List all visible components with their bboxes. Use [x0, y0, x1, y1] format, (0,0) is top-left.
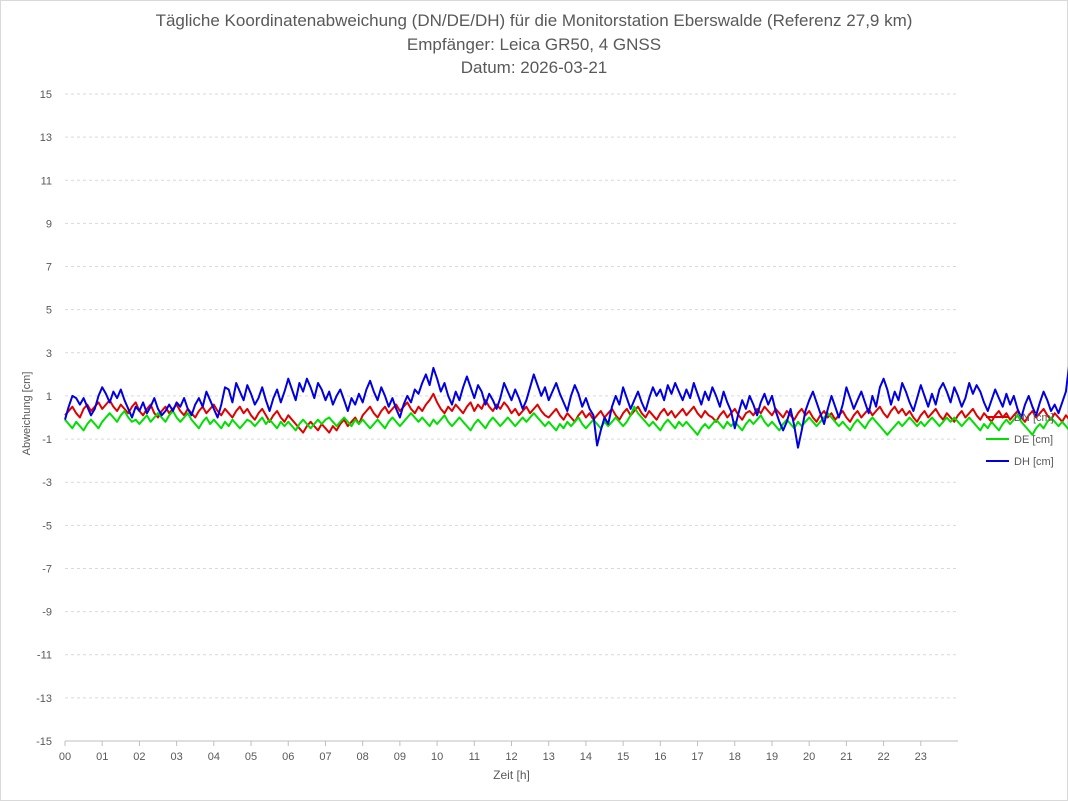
y-tick-label: 11	[41, 175, 52, 187]
x-axis-label: Zeit [h]	[493, 768, 530, 782]
x-tick-label: 02	[133, 751, 145, 763]
x-tick-label: 19	[766, 751, 778, 763]
x-tick-label: 08	[357, 751, 369, 763]
series-line-dn	[64, 392, 1068, 434]
legend-label: DE [cm]	[1014, 434, 1053, 446]
x-tick-label: 20	[803, 751, 815, 763]
chart-subtitle-receiver: Empfänger: Leica GR50, 4 GNSS	[406, 35, 662, 54]
y-tick-label: 13	[40, 132, 52, 144]
y-tick-label: -11	[37, 650, 52, 662]
legend-label: DN [cm]	[1014, 412, 1054, 424]
x-tick-label: 06	[282, 751, 294, 763]
y-tick-label: 9	[46, 218, 52, 230]
y-tick-label: 1	[46, 391, 52, 403]
x-tick-label: 12	[505, 751, 517, 763]
legend-label: DH [cm]	[1014, 456, 1054, 468]
x-tick-label: 15	[617, 751, 629, 763]
x-tick-label: 03	[171, 751, 183, 763]
x-tick-label: 09	[394, 751, 406, 763]
legend: DN [cm] DE [cm] DH [cm]	[986, 412, 1054, 468]
y-tick-label: -3	[42, 477, 52, 489]
x-tick-label: 01	[96, 751, 108, 763]
x-tick-label: 10	[431, 751, 443, 763]
x-tick-label: 18	[729, 751, 741, 763]
y-tick-label: 7	[46, 262, 52, 274]
x-tick-label: 16	[654, 751, 666, 763]
chart-title: Tägliche Koordinatenabweichung (DN/DE/DH…	[155, 11, 913, 30]
y-tick-label: 3	[46, 348, 52, 360]
y-tick-label: -9	[42, 607, 52, 619]
x-tick-label: 07	[319, 751, 331, 763]
chart-subtitle-date: Datum: 2026-03-21	[460, 58, 608, 77]
y-tick-label: -7	[42, 563, 52, 575]
x-tick-label: 14	[580, 751, 592, 763]
series-line-de	[64, 405, 1068, 436]
x-tick-label: 22	[877, 751, 889, 763]
x-tick-label: 00	[59, 751, 71, 763]
x-tick-label: 11	[469, 751, 480, 763]
x-tick-label: 04	[208, 751, 220, 763]
y-tick-label: -13	[36, 693, 52, 705]
y-tick-label: 5	[46, 305, 52, 317]
y-axis-tick-labels: 15 13 11 9 7 5 3 1 -1 -3 -5 -7 -9 -11 -13 -15	[36, 89, 52, 748]
x-tick-label: 05	[245, 751, 257, 763]
y-tick-label: -1	[42, 434, 52, 446]
series-lines	[64, 366, 1068, 449]
x-tick-label: 13	[543, 751, 555, 763]
x-axis-tick-labels: 00 01 02 03 04 05 06 07 08 09 10 11 12 13 14 15 16 17 18 19…	[59, 741, 927, 763]
y-axis-label: Abweichung [cm]	[21, 372, 33, 456]
series-line-dh	[64, 366, 1068, 449]
x-tick-label: 23	[915, 751, 927, 763]
y-tick-label: 15	[40, 89, 52, 101]
y-tick-label: -5	[42, 520, 52, 532]
x-tick-label: 21	[840, 751, 852, 763]
x-tick-label: 17	[691, 751, 703, 763]
gridlines	[65, 93, 958, 699]
y-tick-label: -15	[36, 736, 52, 748]
